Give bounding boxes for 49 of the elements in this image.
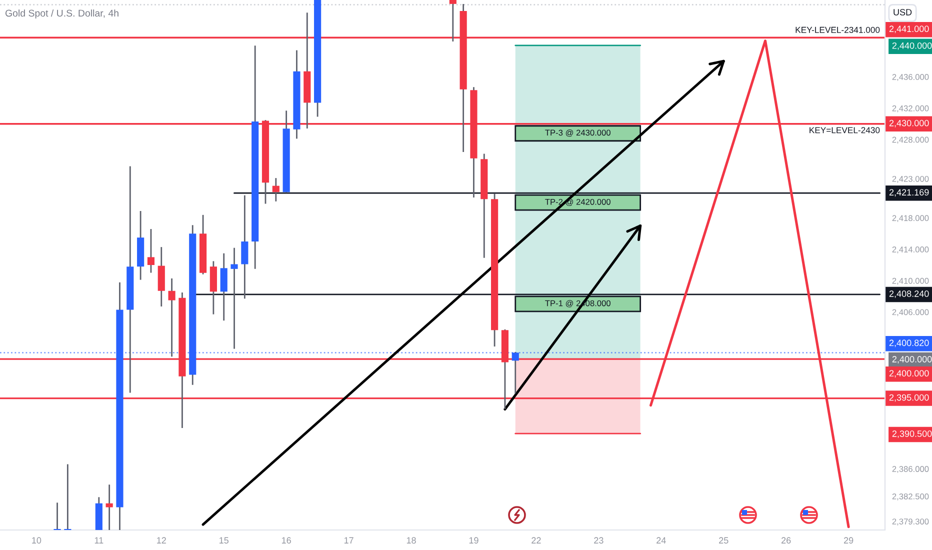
x-tick-label: 18 xyxy=(406,537,416,544)
x-tick-label: 24 xyxy=(656,537,666,544)
y-tick-label: 2,410.000 xyxy=(892,278,929,285)
candlestick xyxy=(220,253,228,321)
candlestick xyxy=(512,352,519,394)
candlestick xyxy=(230,248,238,349)
data-label: 2,408.240 xyxy=(889,290,929,298)
x-tick-label: 22 xyxy=(532,537,541,544)
y-tick-label: 2,432.000 xyxy=(892,105,929,112)
text: Gold Spot / U.S. Dollar, 4h xyxy=(5,9,118,19)
x-tick-label: 17 xyxy=(344,537,354,544)
y-tick-label: 2,418.000 xyxy=(892,215,929,222)
ref-line-label: 2,400.820 xyxy=(889,340,929,348)
candlestick xyxy=(106,484,113,530)
y-tick-label: 2,382.500 xyxy=(892,493,929,500)
y-tick-label: 2,386.000 xyxy=(892,466,929,473)
x-tick-label: 12 xyxy=(157,537,166,544)
x-tick-label: 19 xyxy=(469,537,478,544)
data-label: 2,421.169 xyxy=(889,189,929,197)
candlestick xyxy=(272,178,280,202)
x-tick-label: 26 xyxy=(782,537,791,544)
ref-line-label: 2,430.000 xyxy=(889,120,929,128)
ref-line-label: 2,441.000 xyxy=(889,26,929,34)
x-tick-label: 25 xyxy=(719,537,728,544)
x-tick-label: 23 xyxy=(594,537,604,544)
annotation: KEY-LEVEL-2341.000 xyxy=(796,26,880,33)
y-tick-label: 2,428.000 xyxy=(892,136,929,144)
y-tick-label: 2,406.000 xyxy=(892,309,929,316)
y-tick-label: 2,414.000 xyxy=(892,246,929,254)
x-tick-label: 11 xyxy=(94,537,104,544)
candlestick xyxy=(64,464,72,530)
y-tick-label: 2,400.000 xyxy=(892,356,932,364)
y-tick-label: 2,390.500 xyxy=(892,430,932,438)
x-tick-label: 16 xyxy=(282,537,291,544)
y-tick-label: 2,440.000 xyxy=(892,42,932,50)
y-tick-label: 2,423.000 xyxy=(892,176,929,183)
candlestick xyxy=(54,502,61,530)
y-tick-label: 2,436.000 xyxy=(892,74,929,81)
x-tick-label: 15 xyxy=(220,537,228,544)
x-tick-label: 29 xyxy=(844,537,854,544)
annotation: KEY=LEVEL-2430 xyxy=(810,127,880,134)
ref-line-label: 2,395.000 xyxy=(889,394,929,402)
x-tick-label: 10 xyxy=(32,537,42,544)
candlestick xyxy=(147,229,155,273)
y-tick-label: 2,379.300 xyxy=(892,518,929,526)
y-axis-title: USD xyxy=(894,9,912,16)
candlestick xyxy=(241,195,248,299)
annotation: TP-2 @ 2420.000 xyxy=(545,198,610,206)
annotation: TP-3 @ 2430.000 xyxy=(545,129,610,137)
